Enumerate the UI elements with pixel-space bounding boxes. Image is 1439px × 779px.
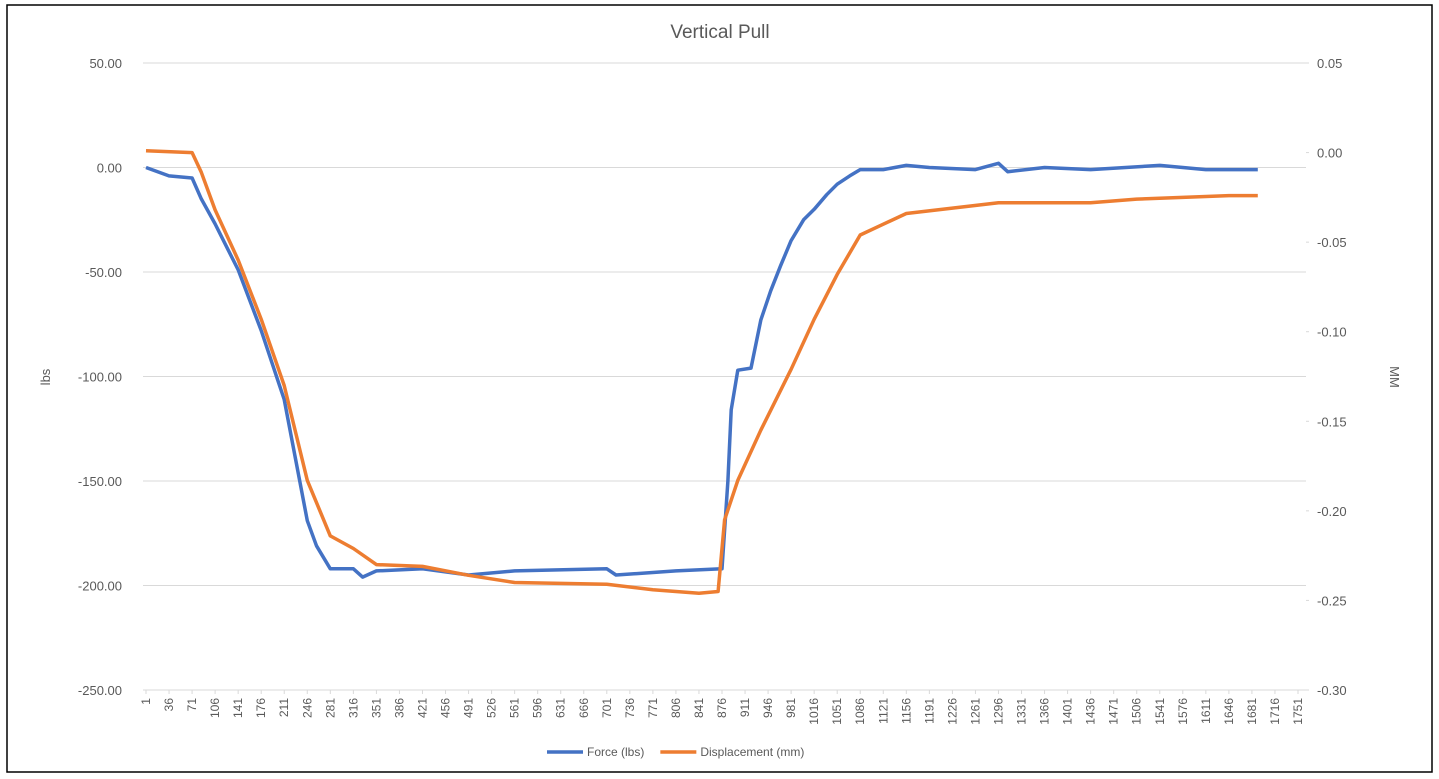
x-tick-label: 876 <box>715 698 729 718</box>
x-tick-label: 141 <box>231 698 245 718</box>
y2-tick-label: 0.05 <box>1317 56 1342 71</box>
x-tick-label: 911 <box>738 698 752 717</box>
x-tick-label: 1401 <box>1061 698 1075 725</box>
x-tick-label: 456 <box>439 698 453 718</box>
x-tick-label: 1226 <box>945 698 959 725</box>
y-tick-label: -200.00 <box>78 579 122 594</box>
x-tick-label: 981 <box>784 698 798 718</box>
x-tick-label: 701 <box>600 698 614 718</box>
chart-border <box>6 4 1433 773</box>
x-tick-label: 1611 <box>1199 698 1213 724</box>
x-tick-label: 561 <box>508 698 522 718</box>
x-tick-label: 1366 <box>1038 698 1052 725</box>
y2-tick-label: -0.15 <box>1317 414 1347 429</box>
x-tick-label: 1436 <box>1084 698 1098 725</box>
x-tick-label: 736 <box>623 698 637 718</box>
legend-label: Force (lbs) <box>587 745 644 759</box>
y-tick-label: -100.00 <box>78 370 122 385</box>
y-tick-label: -250.00 <box>78 683 122 698</box>
x-tick-label: 1016 <box>807 698 821 725</box>
x-tick-label: 1 <box>139 698 153 705</box>
y-tick-label: 0.00 <box>97 161 122 176</box>
x-tick-label: 106 <box>208 698 222 718</box>
y-tick-label: -50.00 <box>85 265 122 280</box>
x-tick-label: 771 <box>646 698 660 718</box>
x-tick-label: 631 <box>554 698 568 718</box>
x-tick-label: 1086 <box>853 698 867 725</box>
x-tick-label: 1576 <box>1176 698 1190 725</box>
x-tick-label: 806 <box>669 698 683 718</box>
x-tick-label: 246 <box>300 698 314 718</box>
y2-tick-label: -0.10 <box>1317 325 1347 340</box>
x-tick-label: 1156 <box>899 698 913 724</box>
y2-tick-label: -0.25 <box>1317 593 1347 608</box>
y2-tick-label: -0.20 <box>1317 504 1347 519</box>
x-tick-label: 1716 <box>1268 698 1282 725</box>
x-tick-label: 316 <box>346 698 360 718</box>
x-tick-label: 386 <box>392 698 406 718</box>
x-tick-label: 1296 <box>991 698 1005 725</box>
x-tick-label: 1051 <box>830 698 844 725</box>
x-tick-label: 596 <box>531 698 545 718</box>
y2-tick-label: 0.00 <box>1317 146 1342 161</box>
x-tick-label: 666 <box>577 698 591 718</box>
y2-tick-label: -0.30 <box>1317 683 1347 698</box>
x-tick-label: 71 <box>185 698 199 712</box>
x-tick-label: 211 <box>277 698 291 717</box>
chart-title: Vertical Pull <box>670 22 769 43</box>
x-tick-label: 36 <box>162 698 176 712</box>
x-tick-label: 1331 <box>1015 698 1029 725</box>
y2-axis-label: MM <box>1387 366 1402 388</box>
x-tick-label: 281 <box>323 698 337 718</box>
y2-tick-label: -0.05 <box>1317 235 1347 250</box>
x-tick-label: 526 <box>485 698 499 718</box>
series-line <box>145 161 1258 579</box>
x-tick-label: 946 <box>761 698 775 718</box>
x-tick-label: 1646 <box>1222 698 1236 725</box>
y-tick-label: 50.00 <box>89 56 122 71</box>
x-tick-label: 421 <box>415 698 429 718</box>
x-tick-label: 1681 <box>1245 698 1259 725</box>
x-tick-label: 491 <box>462 698 476 718</box>
legend-label: Displacement (mm) <box>700 745 804 759</box>
x-tick-label: 1751 <box>1291 698 1305 725</box>
x-tick-label: 1261 <box>968 698 982 725</box>
x-tick-label: 176 <box>254 698 268 718</box>
x-tick-label: 1541 <box>1153 698 1167 725</box>
y-axis-label: lbs <box>38 368 53 385</box>
y-tick-label: -150.00 <box>78 474 122 489</box>
x-tick-label: 1121 <box>876 698 890 724</box>
x-tick-label: 1191 <box>922 698 936 724</box>
x-tick-label: 1471 <box>1107 698 1121 725</box>
x-tick-label: 351 <box>369 698 383 718</box>
x-tick-label: 841 <box>692 698 706 718</box>
series-line <box>145 149 1258 596</box>
x-tick-label: 1506 <box>1130 698 1144 725</box>
